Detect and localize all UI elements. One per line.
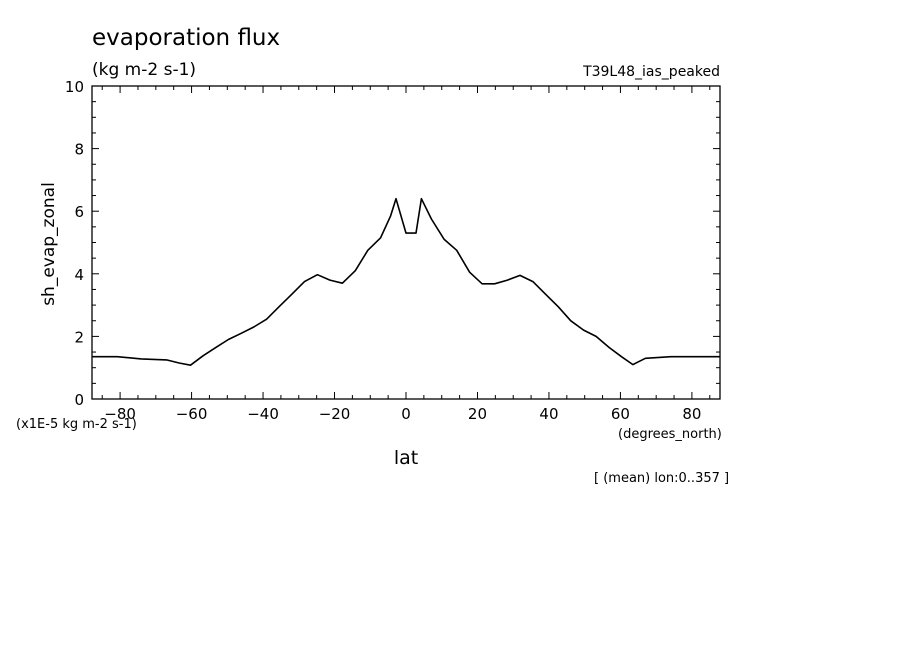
- experiment-label: T39L48_ias_peaked: [582, 64, 720, 80]
- x-tick-label: −60: [176, 405, 208, 423]
- plot-frame: [91, 85, 721, 400]
- series-layer: [91, 197, 721, 367]
- x-tick-label: −80: [104, 405, 136, 423]
- y-axis-ticks: 0 2 4 6 8 10: [65, 78, 720, 409]
- chart-units: (kg m-2 s-1): [92, 60, 196, 80]
- x-tick-label: −20: [319, 405, 351, 423]
- x-axis-ticks: −80 −60 −40 −20 0 20 40 60 80: [101, 86, 711, 423]
- x-axis-label: lat: [394, 447, 418, 469]
- y-tick-label: 0: [74, 391, 84, 409]
- chart-title: evaporation flux: [92, 25, 280, 51]
- footnote: [ (mean) lon:0..357 ]: [594, 471, 729, 486]
- y-tick-label: 4: [74, 266, 84, 284]
- y-axis-label: sh_evap_zonal: [39, 182, 59, 306]
- x-tick-label: 80: [682, 405, 701, 423]
- y-tick-label: 2: [74, 328, 84, 346]
- y-scale-note: (x1E-5 kg m-2 s-1): [16, 417, 137, 432]
- x-axis-units: (degrees_north): [618, 427, 722, 442]
- x-tick-label: 60: [611, 405, 630, 423]
- x-tick-label: 20: [468, 405, 487, 423]
- y-tick-label: 10: [65, 78, 84, 96]
- x-tick-label: 40: [539, 405, 558, 423]
- x-tick-label: 0: [401, 405, 411, 423]
- y-tick-label: 6: [74, 203, 84, 221]
- x-tick-label: −40: [247, 405, 279, 423]
- series-line: [91, 197, 721, 367]
- y-tick-label: 8: [74, 141, 84, 159]
